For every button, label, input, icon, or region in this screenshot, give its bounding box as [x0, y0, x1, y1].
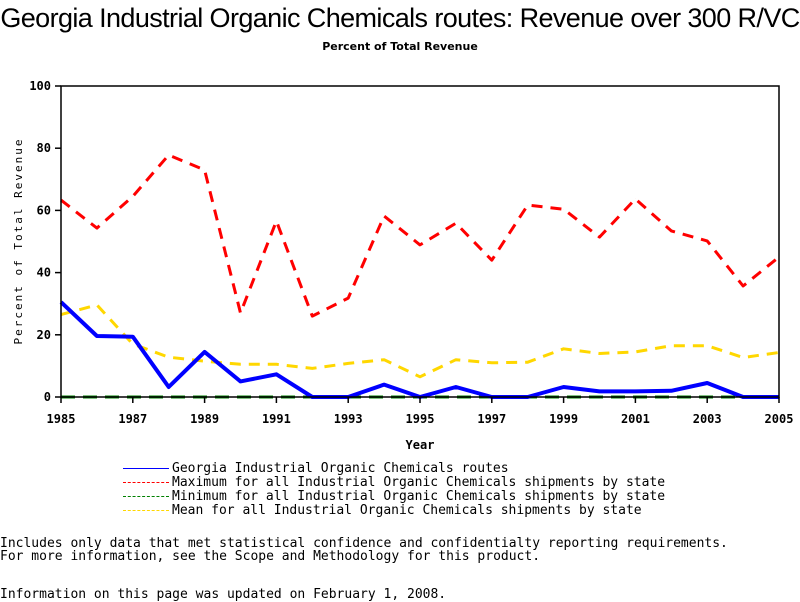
legend-item: Mean for all Industrial Organic Chemical… [123, 503, 665, 517]
y-tick-label: 100 [29, 79, 51, 93]
x-tick-label: 1989 [190, 412, 219, 426]
legend-item: Georgia Industrial Organic Chemicals rou… [123, 461, 665, 475]
y-axis: 0 20 40 60 80 100 [29, 79, 61, 404]
x-tick-label: 2003 [693, 412, 722, 426]
x-tick-label: 1995 [406, 412, 435, 426]
x-tick-label: 1997 [477, 412, 506, 426]
legend-swatch [123, 468, 169, 469]
series-line-georgia-routes [61, 302, 779, 397]
y-tick-label: 20 [37, 328, 51, 342]
y-tick-label: 40 [37, 266, 51, 280]
x-tick-label: 1987 [118, 412, 147, 426]
x-axis-label: Year [406, 438, 435, 452]
y-tick-label: 0 [44, 390, 51, 404]
y-tick-label: 60 [37, 203, 51, 217]
series-line-maximum [61, 155, 779, 316]
x-tick-label: 1993 [334, 412, 363, 426]
y-axis-label: Percent of Total Revenue [12, 138, 25, 345]
x-tick-label: 1999 [549, 412, 578, 426]
x-axis: 1985 1987 1989 1991 1993 1995 1997 1999 2001 2003… [47, 397, 794, 426]
series-layer [61, 155, 779, 397]
legend-label: Maximum for all Industrial Organic Chemi… [172, 475, 665, 490]
footnote-methodology: For more information, see the Scope and … [0, 549, 540, 564]
y-tick-label: 80 [37, 141, 51, 155]
x-tick-label: 2005 [765, 412, 794, 426]
legend-label: Georgia Industrial Organic Chemicals rou… [172, 461, 509, 476]
legend-item: Maximum for all Industrial Organic Chemi… [123, 475, 665, 489]
legend-swatch [123, 482, 169, 483]
x-tick-label: 1985 [47, 412, 76, 426]
legend: Georgia Industrial Organic Chemicals rou… [123, 461, 665, 517]
line-chart: 1985 1987 1989 1991 1993 1995 1997 1999 2001 2003… [0, 0, 800, 460]
legend-item: Minimum for all Industrial Organic Chemi… [123, 489, 665, 503]
legend-label: Mean for all Industrial Organic Chemical… [172, 503, 642, 518]
x-tick-label: 1991 [262, 412, 291, 426]
legend-swatch [123, 510, 169, 511]
legend-swatch [123, 496, 169, 497]
x-tick-label: 2001 [621, 412, 650, 426]
plot-frame [61, 86, 779, 397]
series-line-mean [61, 305, 779, 377]
legend-label: Minimum for all Industrial Organic Chemi… [172, 489, 665, 504]
